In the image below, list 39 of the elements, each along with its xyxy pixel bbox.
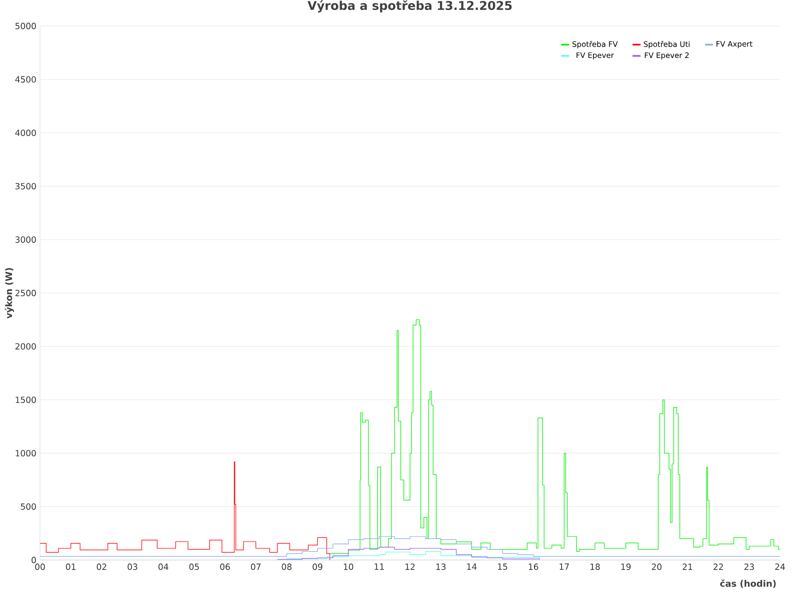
x-tick-label: 16 (528, 564, 538, 570)
y-tick-label: 2000 (15, 343, 36, 350)
x-tick-label: 08 (282, 564, 292, 570)
x-tick-label: 17 (560, 564, 569, 570)
x-tick-label: 24 (775, 564, 785, 570)
x-tick-label: 20 (652, 564, 662, 570)
y-tick-label: 4000 (15, 130, 36, 136)
x-tick-label: 07 (250, 564, 261, 570)
x-tick-label: 12 (406, 564, 415, 570)
y-tick-label: 3500 (15, 182, 36, 190)
y-tick-label: 0 (32, 556, 36, 564)
x-axis-title: čas (hodin) (720, 580, 776, 588)
x-tick-label: 13 (436, 564, 446, 570)
x-tick-label: 11 (374, 564, 384, 570)
y-tick-label: 1500 (16, 396, 36, 404)
x-tick-label: 15 (498, 564, 508, 570)
x-tick-label: 23 (744, 564, 754, 570)
x-tick-label: 19 (621, 564, 631, 570)
y-tick-label: 2500 (15, 290, 36, 296)
x-tick-label: 00 (35, 564, 45, 570)
x-tick-label: 02 (96, 564, 106, 570)
y-tick-label: 4500 (15, 76, 36, 83)
x-tick-label: 01 (66, 564, 76, 570)
x-tick-label: 21 (682, 564, 692, 570)
x-tick-label: 14 (467, 564, 477, 570)
y-tick-label: 1000 (16, 450, 36, 456)
y-tick-label: 5000 (15, 22, 36, 30)
chart-title: Výroba a spotřeba 13.12.2025 (308, 0, 512, 12)
y-axis-title: výkon (W) (4, 268, 14, 319)
x-tick-label: 04 (158, 564, 168, 570)
y-tick-label: 500 (20, 503, 36, 510)
x-tick-label: 03 (128, 564, 138, 570)
x-tick-label: 06 (220, 564, 230, 570)
x-tick-label: 09 (312, 564, 322, 570)
y-tick-label: 3000 (15, 236, 36, 243)
x-tick-label: 10 (344, 564, 354, 570)
x-tick-label: 05 (189, 564, 199, 570)
x-tick-label: 22 (714, 564, 723, 570)
x-tick-label: 18 (590, 564, 600, 570)
